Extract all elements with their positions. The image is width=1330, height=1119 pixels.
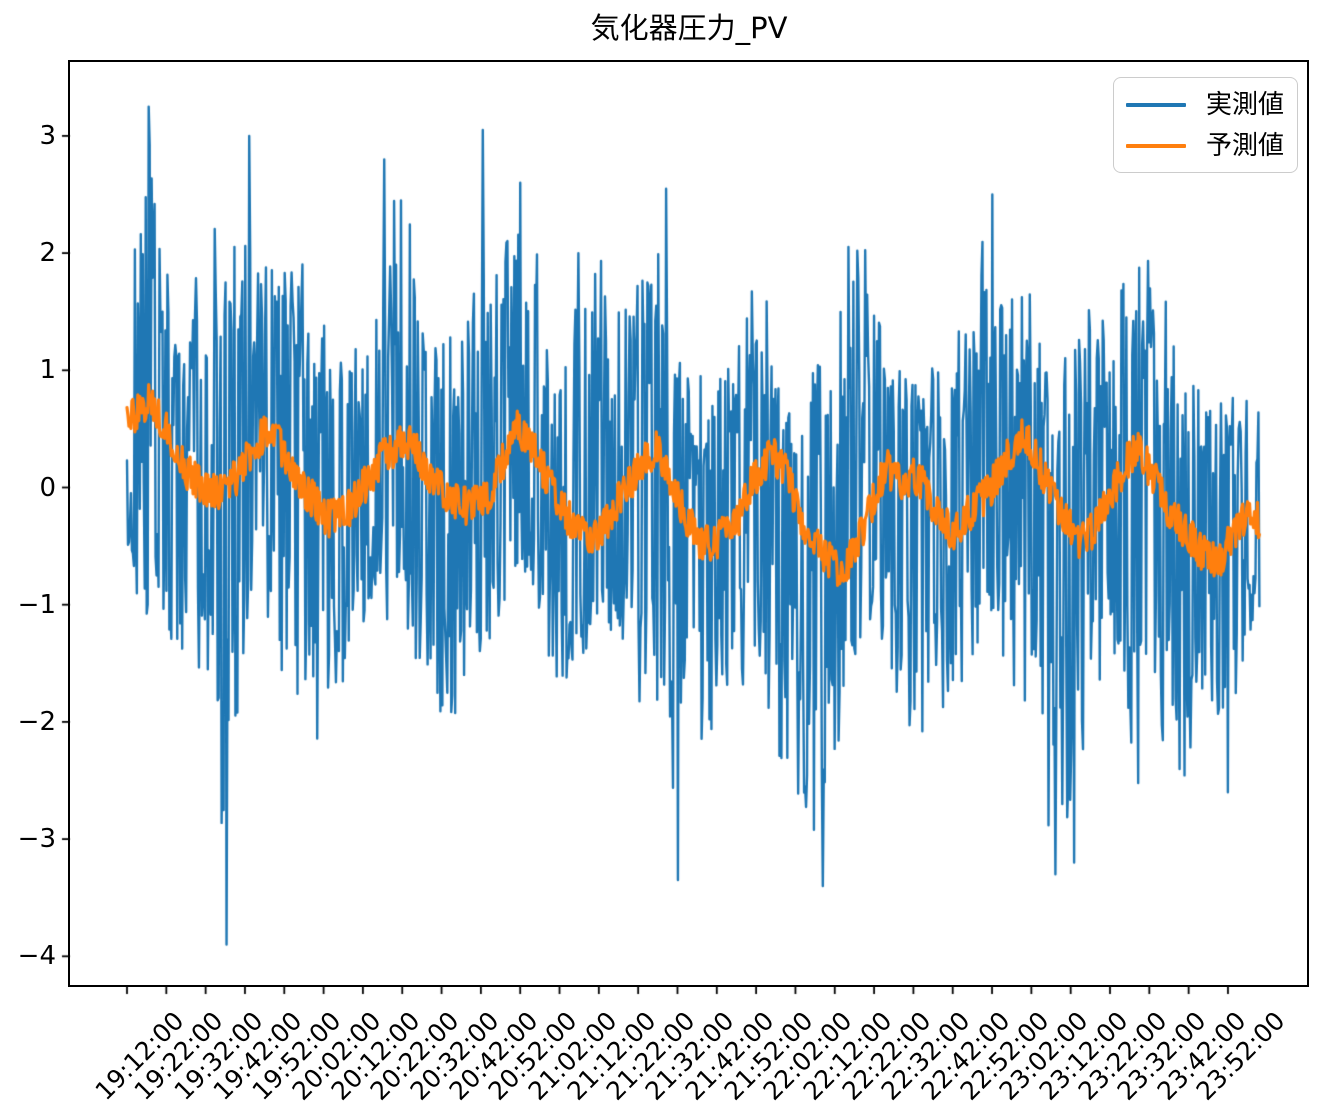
- y-tick-label: −1: [17, 589, 56, 620]
- y-tick-label: −4: [17, 941, 56, 972]
- legend-line-measured-icon: [1126, 102, 1186, 107]
- y-tick-label: 3: [39, 120, 56, 151]
- y-tick-label: −3: [17, 824, 56, 855]
- legend-item-predicted: 予測値: [1126, 130, 1291, 162]
- legend-label-measured: 実測値: [1206, 89, 1285, 120]
- y-tick-label: −2: [17, 706, 56, 737]
- legend-label-predicted: 予測値: [1206, 130, 1285, 161]
- y-tick-label: 1: [39, 355, 56, 386]
- legend-item-measured: 実測値: [1126, 89, 1291, 121]
- y-tick-label: 0: [39, 472, 56, 503]
- chart-title: 気化器圧力_PV: [590, 11, 788, 45]
- legend: 実測値 予測値: [1113, 77, 1298, 173]
- legend-line-predicted-icon: [1126, 143, 1186, 148]
- y-tick-label: 2: [39, 238, 56, 269]
